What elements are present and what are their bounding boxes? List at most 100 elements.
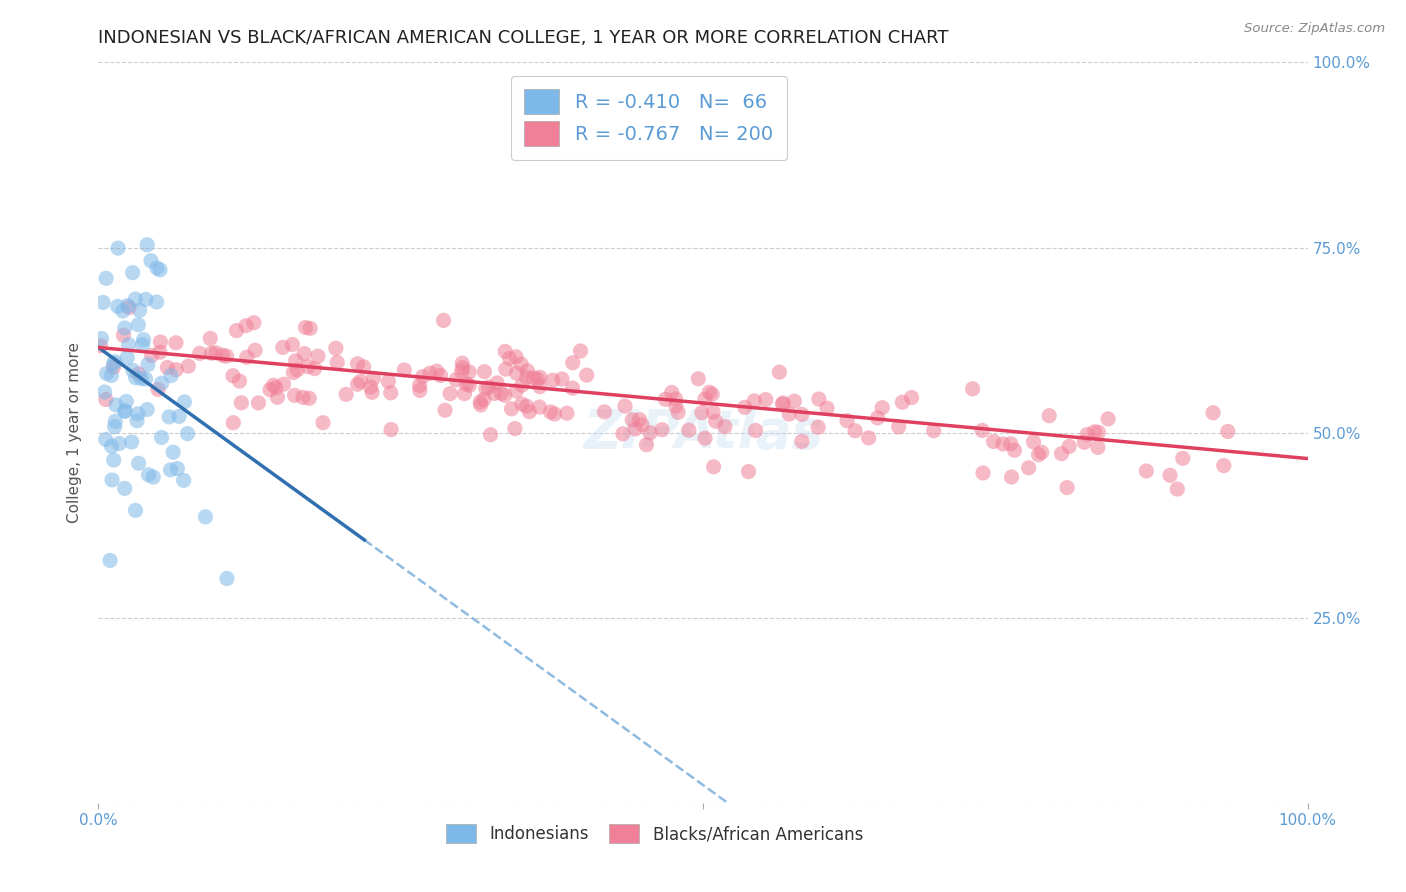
Point (349, 374, 371, 388)
Point (887, 420, 910, 434)
Point (408, 378, 430, 392)
Point (1087, 425, 1109, 440)
Point (541, 373, 564, 387)
Point (494, 344, 516, 359)
Point (484, 386, 506, 401)
Point (284, 354, 307, 368)
Point (561, 381, 583, 395)
Point (835, 414, 858, 428)
Point (176, 426, 198, 441)
Point (103, 453, 125, 467)
Point (444, 373, 467, 387)
Point (702, 405, 724, 419)
Point (1171, 451, 1194, 466)
Point (451, 356, 474, 370)
Point (162, 445, 184, 459)
Point (299, 321, 322, 335)
Point (636, 438, 658, 452)
Point (661, 385, 683, 400)
Point (394, 363, 416, 377)
Point (654, 392, 676, 407)
Point (145, 295, 167, 310)
Point (114, 404, 136, 418)
Y-axis label: College, 1 year or more: College, 1 year or more (67, 343, 83, 523)
Point (294, 320, 316, 334)
Point (1216, 425, 1239, 439)
Point (141, 348, 163, 362)
Point (100, 439, 122, 453)
Point (165, 335, 187, 350)
Point (107, 299, 129, 313)
Point (1087, 441, 1109, 455)
Point (1028, 448, 1050, 462)
Point (292, 346, 315, 360)
Point (114, 482, 136, 496)
Point (142, 470, 165, 484)
Point (377, 375, 399, 389)
Point (200, 331, 222, 345)
Point (150, 376, 173, 391)
Point (236, 351, 259, 365)
Point (734, 401, 756, 415)
Point (429, 368, 451, 383)
Point (614, 399, 637, 413)
Point (737, 465, 759, 479)
Point (149, 334, 172, 349)
Point (772, 396, 794, 410)
Point (516, 364, 538, 378)
Point (458, 365, 481, 379)
Point (200, 346, 222, 360)
Point (165, 362, 187, 376)
Point (188, 346, 211, 360)
Point (628, 412, 651, 426)
Point (419, 366, 441, 380)
Point (409, 384, 432, 398)
Point (475, 382, 498, 396)
Point (271, 340, 294, 354)
Point (312, 416, 335, 430)
Point (225, 324, 247, 338)
Point (479, 427, 502, 442)
Point (1000, 436, 1022, 450)
Point (790, 408, 813, 422)
Point (439, 386, 461, 401)
Point (215, 349, 238, 363)
Point (638, 425, 661, 440)
Point (104, 398, 127, 412)
Point (1022, 434, 1045, 449)
Point (131, 371, 153, 385)
Point (474, 365, 496, 379)
Point (972, 424, 994, 438)
Point (111, 304, 134, 318)
Point (703, 459, 725, 474)
Point (844, 424, 866, 438)
Point (1166, 482, 1188, 496)
Point (543, 407, 565, 421)
Point (451, 360, 474, 375)
Point (510, 357, 533, 371)
Point (900, 391, 922, 405)
Point (118, 301, 141, 315)
Point (115, 351, 138, 365)
Point (1159, 468, 1181, 483)
Point (243, 343, 266, 358)
Point (561, 356, 583, 370)
Point (94, 433, 117, 447)
Point (325, 341, 347, 355)
Point (494, 388, 516, 402)
Point (160, 368, 183, 383)
Point (156, 360, 179, 375)
Point (127, 407, 149, 421)
Point (699, 385, 721, 400)
Point (132, 333, 155, 347)
Point (529, 379, 551, 393)
Point (149, 345, 172, 359)
Point (666, 405, 689, 419)
Point (266, 390, 288, 404)
Text: Source: ZipAtlas.com: Source: ZipAtlas.com (1244, 22, 1385, 36)
Point (127, 318, 149, 332)
Point (1212, 458, 1234, 473)
Point (631, 417, 654, 432)
Point (93, 385, 115, 400)
Point (1083, 425, 1105, 439)
